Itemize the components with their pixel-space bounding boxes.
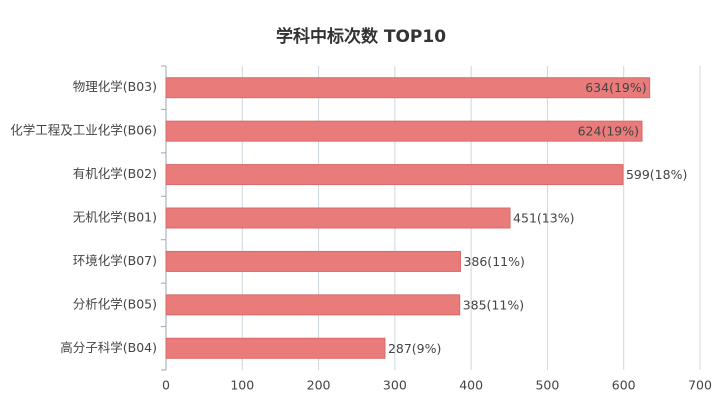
value-label: 634(19%) [585,80,646,95]
x-tick-label: 700 [688,378,712,393]
x-tick-label: 0 [162,378,170,393]
x-tick-label: 200 [307,378,331,393]
y-tick-label: 环境化学(B07) [73,253,157,268]
x-tick-label: 400 [459,378,483,393]
bar [165,77,651,99]
chart-title: 学科中标次数 TOP10 [276,26,446,47]
bar [165,250,461,272]
y-tick-label: 化学工程及工业化学(B06) [10,123,157,138]
value-label: 287(9%) [388,341,441,356]
x-tick-label: 600 [612,378,636,393]
bar [165,207,511,229]
y-tick-label: 有机化学(B02) [73,166,157,181]
value-label: 386(11%) [463,254,524,269]
bar [165,164,624,186]
x-tick-label: 300 [383,378,407,393]
y-tick-label: 无机化学(B01) [73,210,157,225]
y-tick-label: 物理化学(B03) [73,79,157,94]
value-label: 599(18%) [626,167,687,182]
value-label: 451(13%) [513,211,574,226]
x-tick-label: 500 [535,378,559,393]
value-label: 385(11%) [463,297,524,312]
bar [165,294,461,316]
bar [165,120,643,142]
value-label: 624(19%) [578,124,639,139]
x-tick-label: 100 [230,378,254,393]
y-tick-label: 高分子科学(B04) [60,340,157,355]
bar [165,337,386,359]
y-tick-label: 分析化学(B05) [73,296,157,311]
